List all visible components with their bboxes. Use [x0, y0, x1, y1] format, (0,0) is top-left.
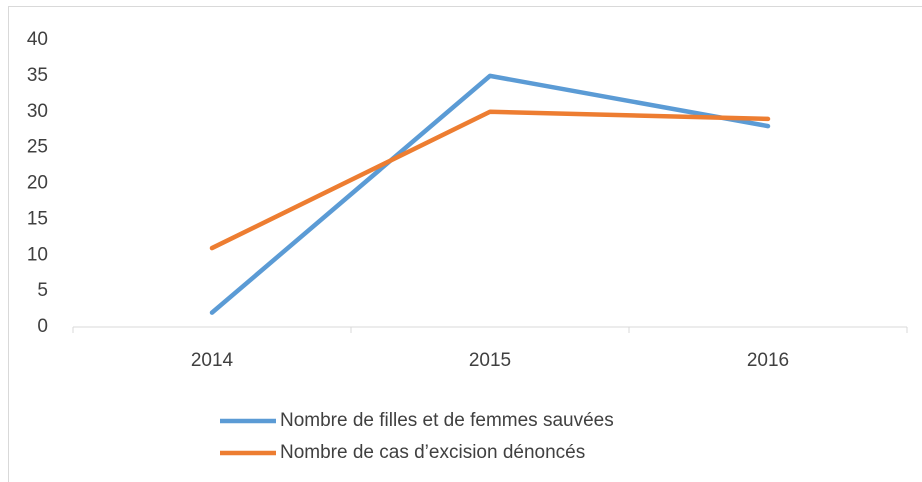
y-tick-label: 0: [37, 316, 48, 337]
y-tick-label: 10: [27, 244, 48, 265]
series-line: [209, 73, 771, 315]
x-tick-label: 2014: [191, 350, 234, 371]
y-tick-label: 30: [27, 101, 48, 122]
y-tick-label: 15: [27, 208, 48, 229]
x-tick-label: 2016: [747, 350, 789, 371]
y-tick-label: 40: [27, 29, 48, 50]
legend-label: Nombre de filles et de femmes sauvées: [280, 410, 614, 431]
y-tick-label: 35: [27, 65, 48, 86]
legend-label: Nombre de cas d’excision dénoncés: [280, 442, 585, 463]
y-tick-label: 25: [27, 137, 48, 158]
y-tick-label: 5: [37, 280, 48, 301]
series-line: [209, 109, 771, 251]
x-tick-label: 2015: [469, 350, 511, 371]
y-tick-label: 20: [27, 173, 48, 194]
chart-border: [8, 6, 922, 482]
